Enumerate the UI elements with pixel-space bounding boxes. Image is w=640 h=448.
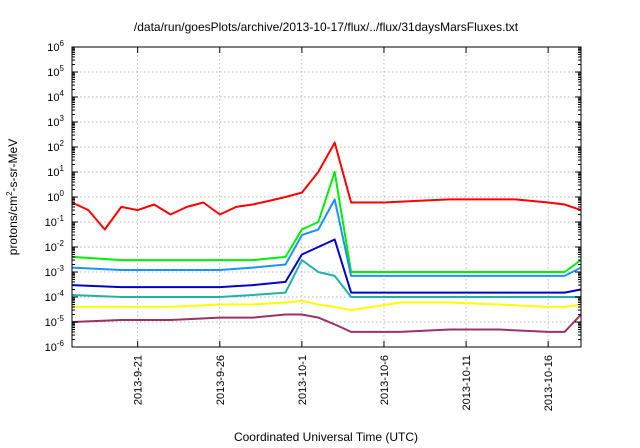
y-tick-label-base: 10 xyxy=(45,242,57,254)
y-axis-label: protons/cm2-s-sr-MeV xyxy=(5,139,20,255)
series-layer xyxy=(71,141,582,333)
y-tick-label-base: 10 xyxy=(47,67,59,79)
y-tick-label-base: 10 xyxy=(47,192,59,204)
series-line-4 xyxy=(71,238,582,294)
series-line-2 xyxy=(71,171,582,273)
y-tick-label: 105 xyxy=(47,64,64,79)
y-tick-label: 10-1 xyxy=(45,214,65,229)
x-tick-label: 2013-10-11 xyxy=(461,355,473,410)
x-tick-label: 2013-10-16 xyxy=(543,355,555,411)
x-tick-labels: 2013-9-21 2013-9-26 2013-10-1 2013-10-6 2013… xyxy=(133,355,555,411)
y-tick-label-base: 10 xyxy=(47,42,59,54)
y-tick-label-base: 10 xyxy=(47,167,59,179)
y-tick-label: 10-6 xyxy=(45,339,65,354)
y-tick-label: 100 xyxy=(47,189,64,204)
series-line-3 xyxy=(71,198,582,277)
y-tick-label-base: 10 xyxy=(45,217,57,229)
y-tick-label-base: 10 xyxy=(47,92,59,104)
x-tick-label: 2013-9-21 xyxy=(133,355,145,405)
y-axis-label-rest: -s-sr-MeV xyxy=(6,139,20,192)
x-tick-label: 2013-10-1 xyxy=(297,355,309,405)
y-tick-label: 103 xyxy=(47,114,64,129)
y-tick-label-exp: 6 xyxy=(60,39,65,48)
x-axis-label: Coordinated Universal Time (UTC) xyxy=(234,430,418,444)
y-tick-label-base: 10 xyxy=(45,292,57,304)
y-tick-label-exp: 2 xyxy=(60,139,65,148)
x-tick-label: 2013-10-6 xyxy=(379,355,391,405)
y-tick-label-exp: 3 xyxy=(60,114,65,123)
y-tick-label-exp: 1 xyxy=(60,164,65,173)
y-tick-label-base: 10 xyxy=(45,342,57,354)
y-tick-label: 101 xyxy=(47,164,64,179)
y-tick-label: 102 xyxy=(47,139,64,154)
y-tick-label-base: 10 xyxy=(47,117,59,129)
y-tick-label: 10-4 xyxy=(45,289,65,304)
y-tick-label-exp: 4 xyxy=(60,89,65,98)
y-tick-label-exp: 0 xyxy=(60,189,65,198)
y-tick-labels: 10-610-510-410-310-210-11001011021031041… xyxy=(45,39,65,354)
y-axis-label-exp: 2 xyxy=(5,191,14,196)
y-tick-label-exp: -2 xyxy=(57,239,65,248)
y-tick-label-exp: -1 xyxy=(57,214,65,223)
x-tick-label: 2013-9-26 xyxy=(215,355,227,405)
series-line-1 xyxy=(71,141,582,231)
y-tick-label-exp: -6 xyxy=(57,339,65,348)
series-line-5 xyxy=(71,259,581,298)
y-tick-label: 10-5 xyxy=(45,314,65,329)
y-tick-label-exp: -3 xyxy=(57,264,65,273)
y-axis-label-base: protons/cm xyxy=(6,196,20,255)
y-tick-label-base: 10 xyxy=(45,267,57,279)
y-tick-label: 10-2 xyxy=(45,239,65,254)
y-tick-label-exp: 5 xyxy=(60,64,65,73)
ticks xyxy=(72,46,581,348)
y-tick-label-exp: -4 xyxy=(57,289,65,298)
y-tick-label-exp: -5 xyxy=(57,314,65,323)
series-line-6 xyxy=(72,299,582,312)
y-tick-label: 106 xyxy=(47,39,64,54)
y-tick-label-base: 10 xyxy=(47,142,59,154)
chart-title: /data/run/goesPlots/archive/2013-10-17/f… xyxy=(134,20,519,34)
series-line-7 xyxy=(71,313,582,333)
y-tick-label: 104 xyxy=(47,89,64,104)
y-tick-label: 10-3 xyxy=(45,264,65,279)
y-tick-label-base: 10 xyxy=(45,317,57,329)
